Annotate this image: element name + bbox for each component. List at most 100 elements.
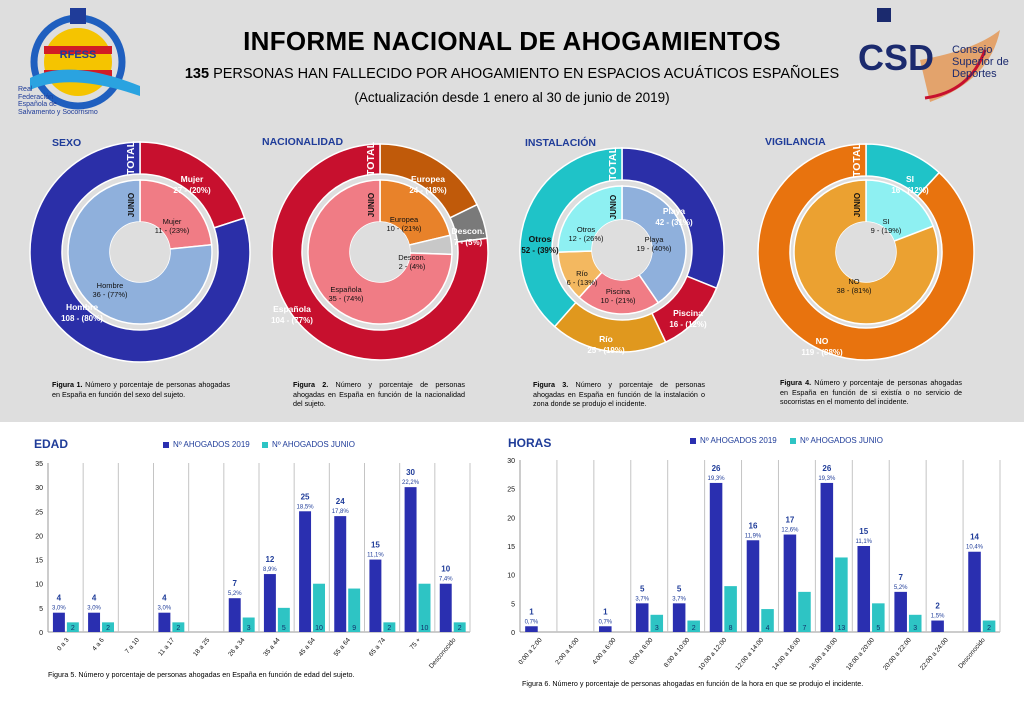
x-tick-label: 4:00 a 6:00 [591,636,618,666]
x-tick-label: 14:00 a 16:00 [771,636,802,671]
legend-swatch [690,437,696,444]
inner-slice-value: 9 - (19%) [871,226,902,235]
csd-swirl-line [924,49,987,100]
bar-pct-label: 0,7% [598,619,612,625]
csd-swirl [920,30,1000,102]
caption-text: Número y porcentaje de personas ahogadas… [52,380,230,399]
bar-2019 [52,612,65,632]
bar-2019 [525,626,538,632]
bar-junio [724,586,737,632]
x-tick-label: 4 a 6 [91,637,106,653]
subtitle-text: PERSONAS HAN FALLECIDO POR AHOGAMIENTO E… [209,66,840,82]
bar-pct-label: 1,5% [931,614,945,620]
x-tick-label: 65 a 74 [368,636,388,657]
bar-pct-label: 3,0% [87,606,101,612]
ring-label-junio: JUNIO [609,195,618,219]
x-tick-label: 75 + [409,637,423,651]
legend-junio-horas: Nº AHOGADOS JUNIO [790,436,883,445]
caption-text: Número y porcentaje de personas ahogadas… [780,378,962,406]
bar-2019 [299,511,312,632]
inner-slice-value: 11 - (23%) [155,226,190,235]
bar-pct-label: 3,0% [52,606,66,612]
outer-slice-name: Mujer [181,174,204,184]
bar-junio-value: 2 [71,625,75,632]
header-graphics: RFESS CSD [30,8,1000,110]
ring-label-total: TOTAL [365,141,377,176]
outer-slice-value: 24 - (18%) [409,186,447,195]
bar-junio [348,588,361,632]
ring-label-junio: JUNIO [127,193,136,217]
crown-icon [70,8,86,24]
caption-label: Figura 3. [533,380,569,389]
bar-2019 [894,591,907,632]
donut-chart-instalación: TOTAL JUNIO Playa 42 - (31%) Piscina 16 - (12… [519,146,725,355]
rfess-flag-red [44,46,112,54]
bar-value-label: 16 [749,521,758,530]
donut-hole [350,222,410,282]
bar-junio [687,620,700,632]
bar-2019 [820,482,834,632]
bar-value-label: 1 [529,607,534,616]
x-tick-label: 10:00 a 12:00 [697,636,728,671]
ring-label-total: TOTAL [607,146,619,181]
outer-slice-value: 42 - (31%) [655,218,693,227]
bar-pct-label: 19,3% [708,476,726,482]
bar-pct-label: 10,4% [966,545,984,551]
outer-slice-value: 16 - (12%) [891,186,929,195]
bar-value-label: 5 [640,584,645,593]
outer-slice-name: NO [816,336,829,346]
outer-slice-name: Piscina [673,308,703,318]
outer-slice-value: 119 - (88%) [801,348,843,357]
legend-swatch [163,441,169,448]
x-tick-label: 22:00 a 24:00 [919,636,950,671]
outer-slice-name: Otros [529,234,552,244]
caption-label: Figura 1. [52,380,83,389]
bar-pct-label: 3,7% [672,596,686,602]
rfess-line: Salvamento y Socorrismo [18,108,98,116]
y-tick-label: 5 [511,601,515,608]
x-tick-label: 2:00 a 4:00 [554,636,581,666]
bar-2019 [404,487,417,632]
y-tick-label: 5 [39,606,43,613]
bar-value-label: 15 [859,527,868,536]
bar-junio [798,591,811,632]
bar-value-label: 10 [441,565,450,574]
rfess-line: Real [18,86,33,93]
bar-value-label: 4 [57,594,62,603]
donut-chart-sexo: TOTAL JUNIO Mujer 27 - (20%) Hombre 108 - (80… [29,140,251,363]
bar-junio-value: 2 [987,625,991,632]
ring-label-total: TOTAL [125,140,137,175]
page-title: INFORME NACIONAL DE AHOGAMIENTOS [243,26,781,56]
caption-text: Número y porcentaje de personas ahogadas… [293,380,465,408]
section-nacionalidad: NACIONALIDAD [262,136,344,148]
update-range: (Actualización desde 1 enero al 30 de ju… [354,90,670,105]
outer-slice [757,143,975,361]
ring-label-junio: JUNIO [853,193,862,217]
outer-slice-value: 108 - (80%) [61,314,103,323]
outer-slice [519,147,623,328]
bar-pct-label: 11,1% [855,539,872,545]
inner-slice-value: 35 - (74%) [328,294,364,303]
bar-pct-label: 19,3% [818,476,836,482]
inner-slice-name: Río [576,269,588,278]
bar-junio-value: 2 [387,625,391,632]
y-tick-label: 35 [35,461,43,468]
bar-2019 [857,546,871,632]
subtitle-number: 135 [184,66,210,82]
bar-pct-label: 5,2% [894,585,908,591]
bar-junio [102,622,115,632]
y-tick-label: 15 [507,544,515,551]
csd-logo-text: Consejo Superior de Deportes [952,44,1009,80]
donut-hole [592,220,652,280]
x-tick-label: 20:00 a 22:00 [882,636,913,671]
bar-2019 [931,620,944,632]
bar-junio [242,617,255,632]
bar-pct-label: 12,6% [781,528,799,534]
bar-junio-value: 4 [766,625,770,632]
bar-junio-value: 5 [282,625,286,632]
caption-label: Figura 4. [780,378,812,387]
y-tick-label: 10 [507,573,515,580]
bar-pct-label: 18,5% [297,504,315,510]
inner-slice-value: 36 - (77%) [92,290,128,299]
y-tick-label: 20 [35,533,43,540]
